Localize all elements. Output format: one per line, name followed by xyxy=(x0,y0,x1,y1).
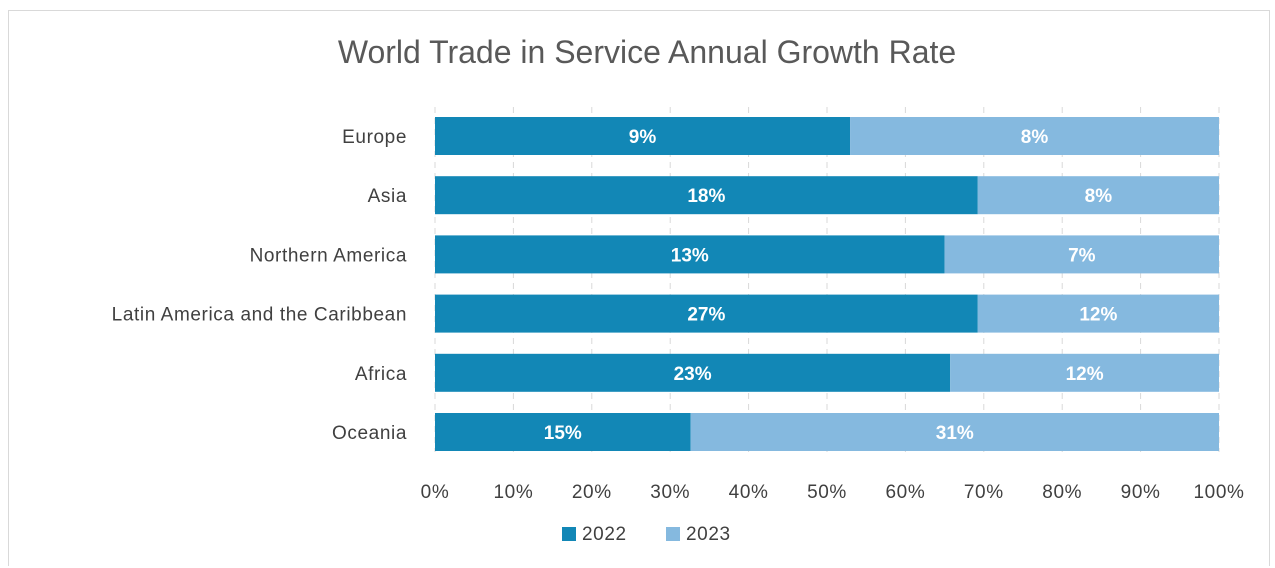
x-tick-label: 90% xyxy=(1121,482,1161,503)
bar-2023 xyxy=(850,117,1219,155)
bar-2022 xyxy=(435,235,945,274)
legend-swatch-2023 xyxy=(666,527,680,541)
data-label: 23% xyxy=(674,364,712,385)
legend: 2022 2023 xyxy=(562,524,731,545)
bar-2022 xyxy=(435,353,951,392)
category-label: Europe xyxy=(342,127,407,148)
x-tick-label: 20% xyxy=(572,482,612,503)
category-labels: Europe Asia Northern America Latin America … xyxy=(112,127,407,444)
legend-label: 2023 xyxy=(686,524,731,545)
data-label: 9% xyxy=(629,127,657,148)
data-label: 8% xyxy=(1021,127,1049,148)
data-label: 13% xyxy=(671,245,709,266)
bar-2023 xyxy=(977,176,1219,215)
gridlines xyxy=(434,107,1220,452)
bar-2022 xyxy=(435,413,691,451)
category-label: Asia xyxy=(368,186,407,207)
bar-2023 xyxy=(944,235,1219,274)
bar-2023 xyxy=(950,353,1219,392)
x-tick-label: 10% xyxy=(493,482,533,503)
bar-2022 xyxy=(435,117,851,155)
category-label: Africa xyxy=(355,364,407,385)
data-label: 7% xyxy=(1068,245,1096,266)
data-label: 18% xyxy=(687,186,725,207)
data-label: 31% xyxy=(936,423,974,444)
bars: 9% 8% 18% 8% 13% 7% 27% 12% 23% 12% 15% 31% xyxy=(435,117,1219,451)
category-label: Latin America and the Caribbean xyxy=(112,305,407,326)
category-label: Oceania xyxy=(332,423,407,444)
bar-2023 xyxy=(690,413,1219,451)
bar-2023 xyxy=(977,294,1219,333)
x-tick-label: 100% xyxy=(1194,482,1245,503)
data-label: 8% xyxy=(1085,186,1113,207)
category-label: Northern America xyxy=(250,245,407,266)
x-tick-label: 0% xyxy=(421,482,450,503)
x-tick-label: 60% xyxy=(885,482,925,503)
x-tick-label: 50% xyxy=(807,482,847,503)
legend-label: 2022 xyxy=(582,524,627,545)
bar-2022 xyxy=(435,176,978,215)
x-tick-label: 70% xyxy=(964,482,1004,503)
data-label: 12% xyxy=(1079,305,1117,326)
data-label: 12% xyxy=(1066,364,1104,385)
chart-frame xyxy=(8,10,1270,566)
data-label: 15% xyxy=(544,423,582,444)
bar-2022 xyxy=(435,294,978,333)
x-tick-label: 80% xyxy=(1042,482,1082,503)
data-label: 27% xyxy=(687,305,725,326)
x-tick-label: 30% xyxy=(650,482,690,503)
x-axis-ticks: 0% 10% 20% 30% 40% 50% 60% 70% 80% 90% 100% xyxy=(421,482,1245,503)
legend-swatch-2022 xyxy=(562,527,576,541)
x-tick-label: 40% xyxy=(729,482,769,503)
chart-title: World Trade in Service Annual Growth Rat… xyxy=(338,34,956,70)
